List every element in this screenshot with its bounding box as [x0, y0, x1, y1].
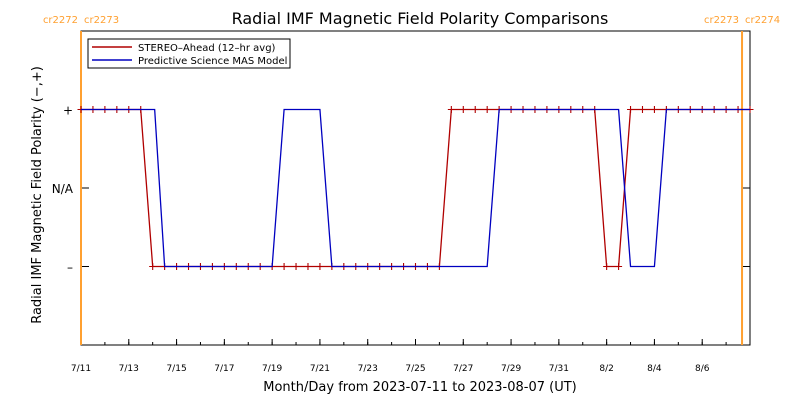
stereo-data-point — [603, 263, 611, 270]
x-tick-label: 7/13 — [119, 364, 139, 374]
x-tick-label: 7/21 — [310, 364, 330, 374]
x-axis-label: Month/Day from 2023-07-11 to 2023-08-07 … — [263, 380, 576, 395]
stereo-data-point — [280, 263, 288, 270]
y-axis-label: Radial IMF Magnetic Field Polarity (−,+) — [30, 66, 45, 324]
carrington-label-right: cr2274 — [745, 15, 780, 26]
mas-model-line — [81, 108, 750, 268]
stereo-data-point — [483, 106, 491, 113]
carrington-label-left: cr2273 — [704, 15, 739, 26]
x-tick-label: 7/17 — [214, 364, 234, 374]
stereo-data-point — [316, 263, 324, 270]
x-tick-label: 7/25 — [405, 364, 425, 374]
legend: STEREO–Ahead (12–hr avg) Predictive Scie… — [87, 38, 291, 69]
x-tick-label: 7/15 — [166, 364, 186, 374]
stereo-data-point — [304, 263, 312, 270]
stereo-data-point — [638, 106, 646, 113]
x-tick-label: 8/6 — [695, 364, 710, 374]
x-axis-ticks: 7/11 7/13 7/15 7/17 7/19 7/21 7/23 7/25 7/27 7/29… — [71, 339, 751, 374]
y-tick-label: + — [63, 104, 73, 118]
chart-title: Radial IMF Magnetic Field Polarity Compa… — [232, 9, 609, 28]
carrington-label-left: cr2272 — [43, 15, 78, 26]
stereo-data-point — [149, 263, 157, 270]
legend-label-mas-model: Predictive Science MAS Model — [138, 56, 287, 67]
y-tick-label: – — [67, 261, 73, 275]
x-tick-label: 8/4 — [647, 364, 662, 374]
x-tick-label: 7/31 — [549, 364, 569, 374]
legend-box — [87, 38, 291, 69]
x-tick-label: 8/2 — [599, 364, 613, 374]
stereo-data-point — [627, 106, 635, 113]
stereo-data-point — [459, 106, 467, 113]
x-tick-label: 7/27 — [453, 364, 473, 374]
y-axis-ticks: + N/A – — [52, 104, 750, 275]
data-series — [77, 106, 754, 270]
stereo-data-point — [650, 106, 658, 113]
stereo-data-point — [615, 263, 623, 270]
x-tick-label: 7/29 — [501, 364, 521, 374]
stereo-data-point — [292, 263, 300, 270]
carrington-rotation-markers: cr2272 cr2273 cr2273 cr2274 — [43, 15, 780, 345]
y-tick-label: N/A — [52, 182, 74, 196]
carrington-label-right: cr2273 — [84, 15, 119, 26]
stereo-data-point — [447, 106, 455, 113]
x-tick-label: 7/23 — [358, 364, 378, 374]
legend-label-stereo: STEREO–Ahead (12–hr avg) — [138, 43, 276, 54]
x-tick-label: 7/19 — [262, 364, 282, 374]
x-tick-label: 7/11 — [71, 364, 91, 374]
stereo-data-point — [471, 106, 479, 113]
